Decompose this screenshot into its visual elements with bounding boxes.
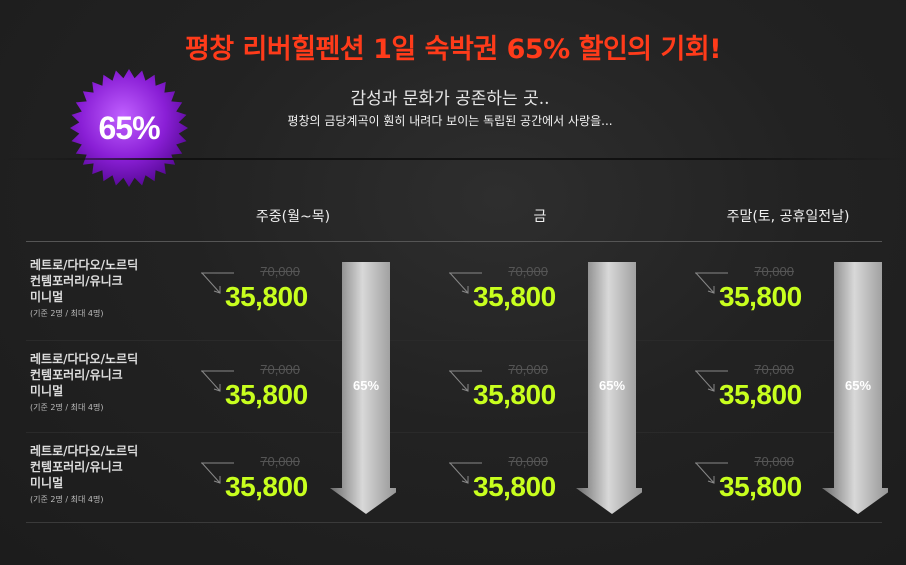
price-change-arrow-icon	[449, 462, 482, 484]
discount-percent-label: 65%	[352, 378, 380, 393]
room-label: 레트로/다다오/노르딕 컨템포러리/유니크 미니멀 (기준 2명 / 최대 4명…	[30, 351, 138, 417]
room-type-line: 컨템포러리/유니크	[30, 368, 123, 382]
tagline: 감성과 문화가 공존하는 곳..	[350, 89, 550, 109]
original-price: 70,000	[260, 362, 300, 377]
sale-price: 35,800	[719, 281, 802, 312]
room-capacity: (기준 2명 / 최대 4명)	[30, 495, 104, 504]
discount-percent-label: 65%	[598, 378, 626, 393]
original-price: 70,000	[508, 362, 548, 377]
sale-price: 35,800	[473, 471, 556, 502]
sale-price: 35,800	[225, 281, 308, 312]
original-price: 70,000	[754, 454, 794, 469]
room-capacity: (기준 2명 / 최대 4명)	[30, 403, 104, 412]
row-divider	[26, 432, 882, 433]
price-change-arrow-icon	[201, 370, 234, 392]
price-change-arrow-icon	[695, 370, 728, 392]
original-price: 70,000	[260, 264, 300, 279]
original-price: 70,000	[754, 362, 794, 377]
room-type-line: 미니멀	[30, 476, 64, 490]
discount-arrow	[822, 262, 888, 514]
room-type-line: 미니멀	[30, 384, 64, 398]
room-capacity: (기준 2명 / 최대 4명)	[30, 309, 104, 318]
room-type-line: 미니멀	[30, 290, 64, 304]
room-label: 레트로/다다오/노르딕 컨템포러리/유니크 미니멀 (기준 2명 / 최대 4명…	[30, 257, 138, 323]
room-type-line: 컨템포러리/유니크	[30, 274, 123, 288]
row-divider	[26, 340, 882, 341]
subline: 평창의 금당계곡이 훤히 내려다 보이는 독립된 공간에서 사랑을...	[287, 114, 613, 128]
price-change-arrow-icon	[201, 272, 234, 294]
price-change-arrow-icon	[201, 462, 234, 484]
discount-burst-badge	[70, 69, 188, 187]
column-header-weekday: 주중(월~목)	[255, 209, 331, 225]
discount-arrow	[576, 262, 642, 514]
column-header-weekend: 주말(토, 공휴일전날)	[726, 209, 850, 225]
original-price: 70,000	[260, 454, 300, 469]
price-change-arrow-icon	[695, 462, 728, 484]
sale-price: 35,800	[719, 379, 802, 410]
table-top-line	[26, 241, 882, 242]
sale-price: 35,800	[225, 471, 308, 502]
original-price: 70,000	[508, 454, 548, 469]
table-bottom-line	[26, 522, 882, 523]
sale-price: 35,800	[225, 379, 308, 410]
badge-text: 65%	[98, 109, 160, 146]
original-price: 70,000	[508, 264, 548, 279]
sale-price: 35,800	[473, 281, 556, 312]
price-change-arrow-icon	[449, 370, 482, 392]
sale-price: 35,800	[719, 471, 802, 502]
room-type-line: 컨템포러리/유니크	[30, 460, 123, 474]
column-header-friday: 금	[533, 209, 547, 225]
sale-price: 35,800	[473, 379, 556, 410]
room-label: 레트로/다다오/노르딕 컨템포러리/유니크 미니멀 (기준 2명 / 최대 4명…	[30, 443, 138, 509]
discount-arrow	[330, 262, 396, 514]
room-type-line: 레트로/다다오/노르딕	[30, 258, 139, 272]
price-change-arrow-icon	[449, 272, 482, 294]
room-type-line: 레트로/다다오/노르딕	[30, 444, 139, 458]
room-type-line: 레트로/다다오/노르딕	[30, 352, 139, 366]
page-headline: 평창 리버힐펜션 1일 숙박권 65% 할인의 기회!	[184, 34, 722, 65]
price-change-arrow-icon	[695, 272, 728, 294]
original-price: 70,000	[754, 264, 794, 279]
divider	[0, 158, 906, 160]
discount-percent-label: 65%	[844, 378, 872, 393]
